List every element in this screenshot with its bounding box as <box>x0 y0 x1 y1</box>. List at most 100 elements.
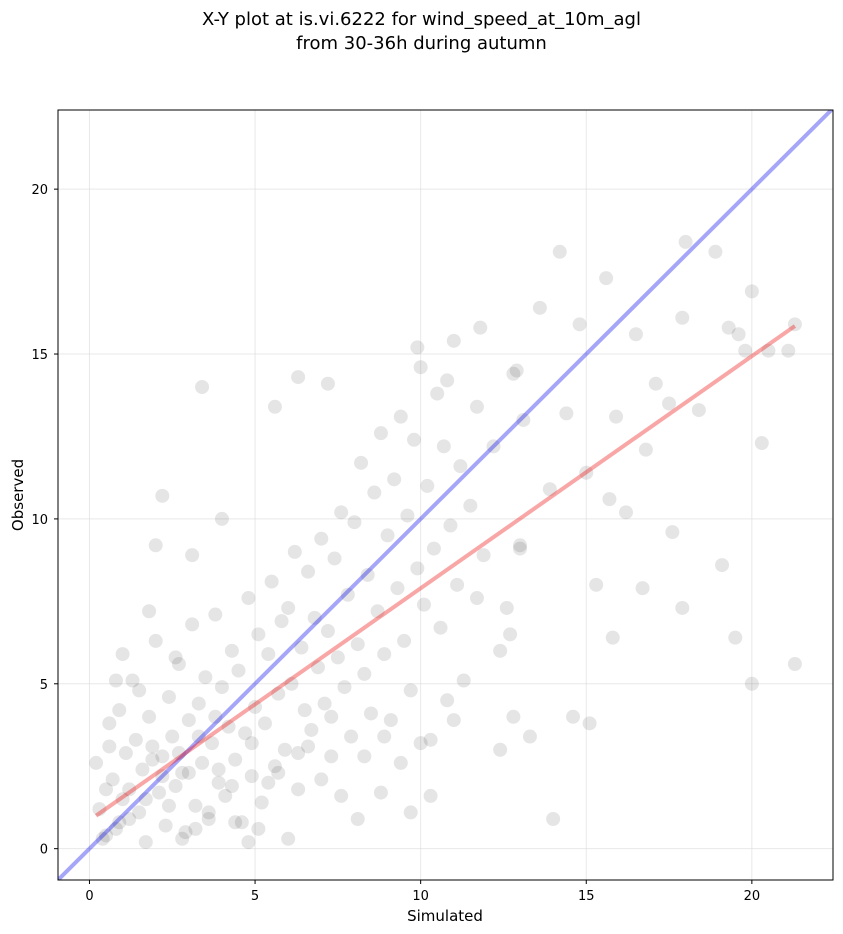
data-point <box>397 633 412 648</box>
x-axis-label: Simulated <box>407 907 483 925</box>
data-point <box>195 380 210 395</box>
data-point <box>291 746 306 761</box>
x-tick-label: 15 <box>578 889 595 904</box>
data-point <box>142 709 157 724</box>
data-point <box>95 831 110 846</box>
data-point <box>277 742 292 757</box>
data-point <box>231 663 246 678</box>
data-point <box>307 610 322 625</box>
data-point <box>254 795 269 810</box>
data-point <box>350 811 365 826</box>
data-point <box>208 709 223 724</box>
x-tick-label: 10 <box>412 889 429 904</box>
data-point <box>234 815 249 830</box>
data-point <box>334 505 349 520</box>
data-point <box>436 439 451 454</box>
data-point <box>165 729 180 744</box>
data-point <box>294 640 309 655</box>
chart-title-line-1: X-Y plot at is.vi.6222 for wind_speed_at… <box>202 9 641 30</box>
data-point <box>430 386 445 401</box>
data-point <box>665 525 680 540</box>
data-point <box>377 647 392 662</box>
data-point <box>357 749 372 764</box>
data-point <box>393 409 408 424</box>
data-point <box>158 818 173 833</box>
data-point <box>731 327 746 342</box>
data-point <box>261 647 276 662</box>
data-point <box>330 650 345 665</box>
data-point <box>781 343 796 358</box>
data-point <box>297 703 312 718</box>
data-point <box>132 683 147 698</box>
data-point <box>214 680 229 695</box>
data-point <box>108 673 123 688</box>
data-point <box>506 709 521 724</box>
data-point <box>218 788 233 803</box>
data-point <box>171 657 186 672</box>
data-point <box>92 802 107 817</box>
y-tick-label: 10 <box>31 513 48 528</box>
data-point <box>516 412 531 427</box>
data-point <box>99 782 114 797</box>
y-tick-label: 5 <box>40 678 48 693</box>
data-point <box>552 244 567 259</box>
data-point <box>118 746 133 761</box>
data-point <box>423 788 438 803</box>
data-point <box>168 779 183 794</box>
data-point <box>522 729 537 744</box>
data-point <box>178 825 193 840</box>
data-point <box>708 244 723 259</box>
data-point <box>393 755 408 770</box>
data-point <box>493 643 508 658</box>
data-point <box>370 604 385 619</box>
data-point <box>546 811 561 826</box>
data-point <box>181 713 196 728</box>
data-point <box>340 587 355 602</box>
data-point <box>363 706 378 721</box>
data-point <box>320 624 335 639</box>
data-point <box>426 541 441 556</box>
data-point <box>387 472 402 487</box>
data-point <box>599 271 614 286</box>
data-point <box>675 600 690 615</box>
data-point <box>115 647 130 662</box>
data-point <box>738 343 753 358</box>
data-point <box>274 614 289 629</box>
data-point <box>248 699 263 714</box>
data-point <box>453 459 468 474</box>
data-point <box>486 439 501 454</box>
y-tick-label: 0 <box>40 843 48 858</box>
data-point <box>423 732 438 747</box>
data-point <box>383 713 398 728</box>
data-point <box>476 548 491 563</box>
data-point <box>314 772 329 787</box>
data-point <box>142 604 157 619</box>
data-point <box>433 620 448 635</box>
data-point <box>609 409 624 424</box>
data-point <box>168 650 183 665</box>
data-point <box>446 713 461 728</box>
data-point <box>469 591 484 606</box>
data-point <box>267 399 282 414</box>
identity-line <box>58 110 833 880</box>
data-point <box>191 729 206 744</box>
grid-lines <box>58 110 833 880</box>
data-point <box>264 574 279 589</box>
data-point <box>675 310 690 325</box>
data-point <box>787 317 802 332</box>
data-point <box>367 485 382 500</box>
data-point <box>102 716 117 731</box>
x-tick-label: 5 <box>251 889 259 904</box>
data-point <box>105 772 120 787</box>
data-point <box>175 765 190 780</box>
data-point <box>721 320 736 335</box>
data-point <box>211 762 226 777</box>
data-point <box>122 782 137 797</box>
y-axis-ticks: 0 5 10 15 20 <box>31 183 58 858</box>
data-point <box>347 515 362 530</box>
data-point <box>728 630 743 645</box>
data-point <box>754 436 769 451</box>
data-point <box>566 709 581 724</box>
data-point <box>542 482 557 497</box>
